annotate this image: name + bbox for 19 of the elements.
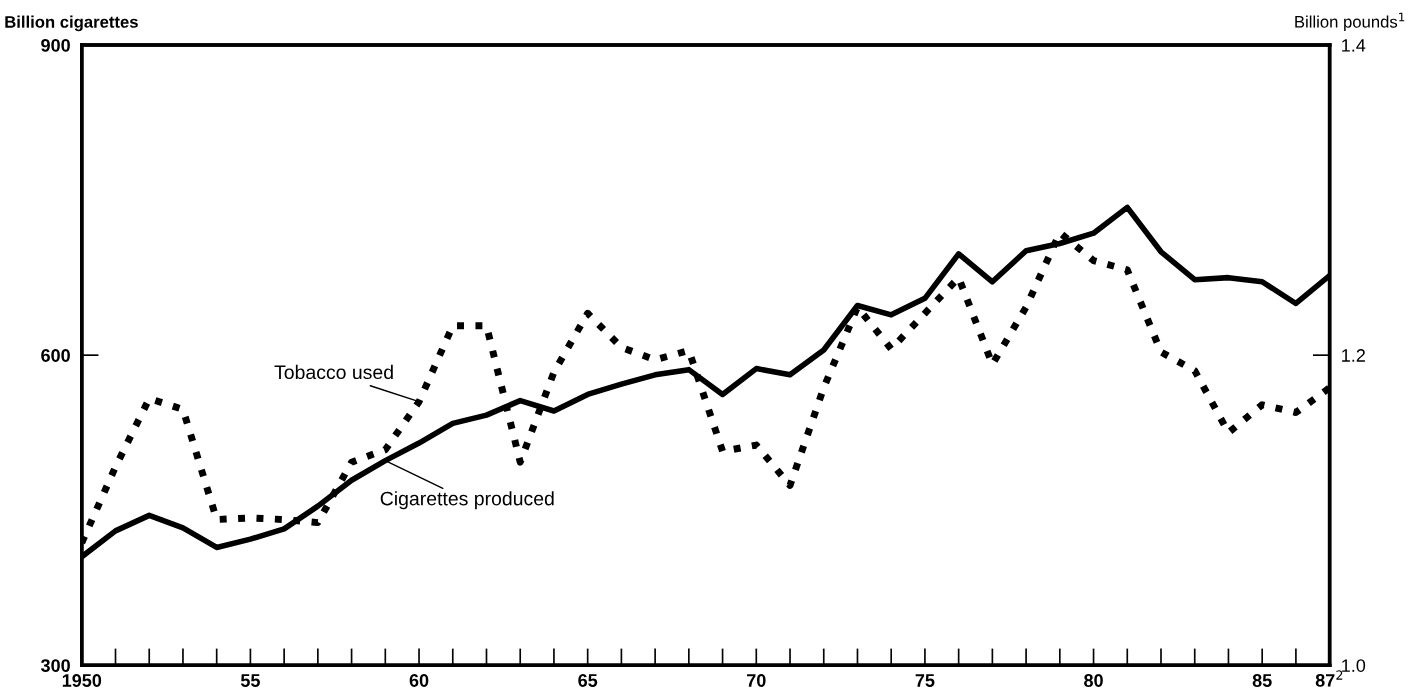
x-tick-label: 87$^{2}$ bbox=[1315, 670, 1343, 687]
y2-tick-label: 1.0 bbox=[1342, 659, 1366, 672]
y-tick-label: 300 bbox=[40, 659, 70, 673]
y-tick-label: 600 bbox=[41, 349, 70, 362]
y2-axis-title: Billion pounds$^{1}$ bbox=[1295, 12, 1405, 32]
x-tick-label: 65 bbox=[578, 674, 598, 687]
x-tick-label: 1950 bbox=[62, 674, 102, 687]
y2-tick-label: 1.2 bbox=[1342, 349, 1365, 362]
x-tick-label: 55 bbox=[240, 674, 260, 687]
y-axis-title: Billion cigarettes bbox=[5, 15, 138, 32]
legend-label: Cigarettes produced bbox=[380, 491, 554, 510]
x-tick-label: 80 bbox=[1084, 674, 1103, 687]
y2-tick-label: 1.4 bbox=[1342, 39, 1366, 52]
series-label: Tobacco used bbox=[274, 364, 393, 380]
x-tick-label: 85 bbox=[1252, 674, 1272, 687]
x-tick-label: 60 bbox=[409, 674, 429, 687]
x-tick-label: 70 bbox=[747, 674, 766, 687]
x-tick-label: 75 bbox=[915, 674, 935, 687]
y-tick-label: 900 bbox=[41, 38, 70, 52]
